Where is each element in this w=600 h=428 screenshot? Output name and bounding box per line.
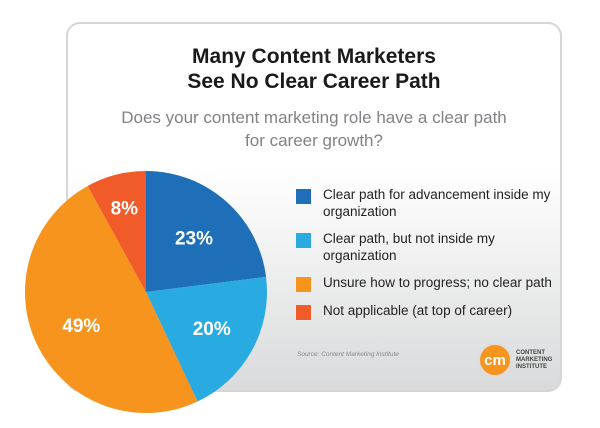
legend-item: Unsure how to progress; no clear path bbox=[296, 274, 563, 292]
slice-label: 23% bbox=[175, 229, 213, 250]
cmi-logo: cm CONTENT MARKETING INSTITUTE bbox=[478, 343, 552, 377]
legend: Clear path for advancement inside my org… bbox=[296, 186, 563, 330]
logo-line: MARKETING bbox=[516, 356, 553, 363]
logo-mark: cm bbox=[478, 343, 512, 377]
logo-text: CONTENT MARKETING INSTITUTE bbox=[516, 350, 552, 371]
slice-label: 49% bbox=[62, 316, 100, 337]
subtitle-line-2: for career growth? bbox=[245, 131, 383, 150]
title-line-2: See No Clear Career Path bbox=[187, 70, 441, 93]
chart-subtitle: Does your content marketing role have a … bbox=[66, 106, 562, 152]
legend-item: Not applicable (at top of career) bbox=[296, 302, 563, 320]
pie-slice bbox=[146, 276, 267, 402]
logo-line: INSTITUTE bbox=[516, 363, 547, 370]
legend-label: Not applicable (at top of career) bbox=[323, 303, 513, 318]
source-note: Source: Content Marketing Institute bbox=[297, 351, 399, 358]
legend-swatch bbox=[296, 189, 311, 204]
chart-title: Many Content Marketers See No Clear Care… bbox=[66, 44, 562, 94]
title-line-1: Many Content Marketers bbox=[192, 45, 436, 68]
legend-swatch bbox=[296, 305, 311, 320]
pie-slice bbox=[146, 171, 267, 292]
legend-swatch bbox=[296, 233, 311, 248]
pie-slice bbox=[87, 171, 146, 292]
pie-slice bbox=[25, 185, 198, 413]
slice-label: 8% bbox=[111, 199, 139, 220]
legend-label: Unsure how to progress; no clear path bbox=[323, 275, 552, 290]
legend-item: Clear path for advancement inside my org… bbox=[296, 186, 563, 220]
legend-label: Clear path, but not inside my organizati… bbox=[323, 231, 495, 263]
logo-line: CONTENT bbox=[516, 349, 545, 356]
slice-label: 20% bbox=[193, 319, 231, 340]
legend-swatch bbox=[296, 277, 311, 292]
subtitle-line-1: Does your content marketing role have a … bbox=[121, 108, 507, 127]
legend-label: Clear path for advancement inside my org… bbox=[323, 187, 551, 219]
legend-item: Clear path, but not inside my organizati… bbox=[296, 230, 563, 264]
